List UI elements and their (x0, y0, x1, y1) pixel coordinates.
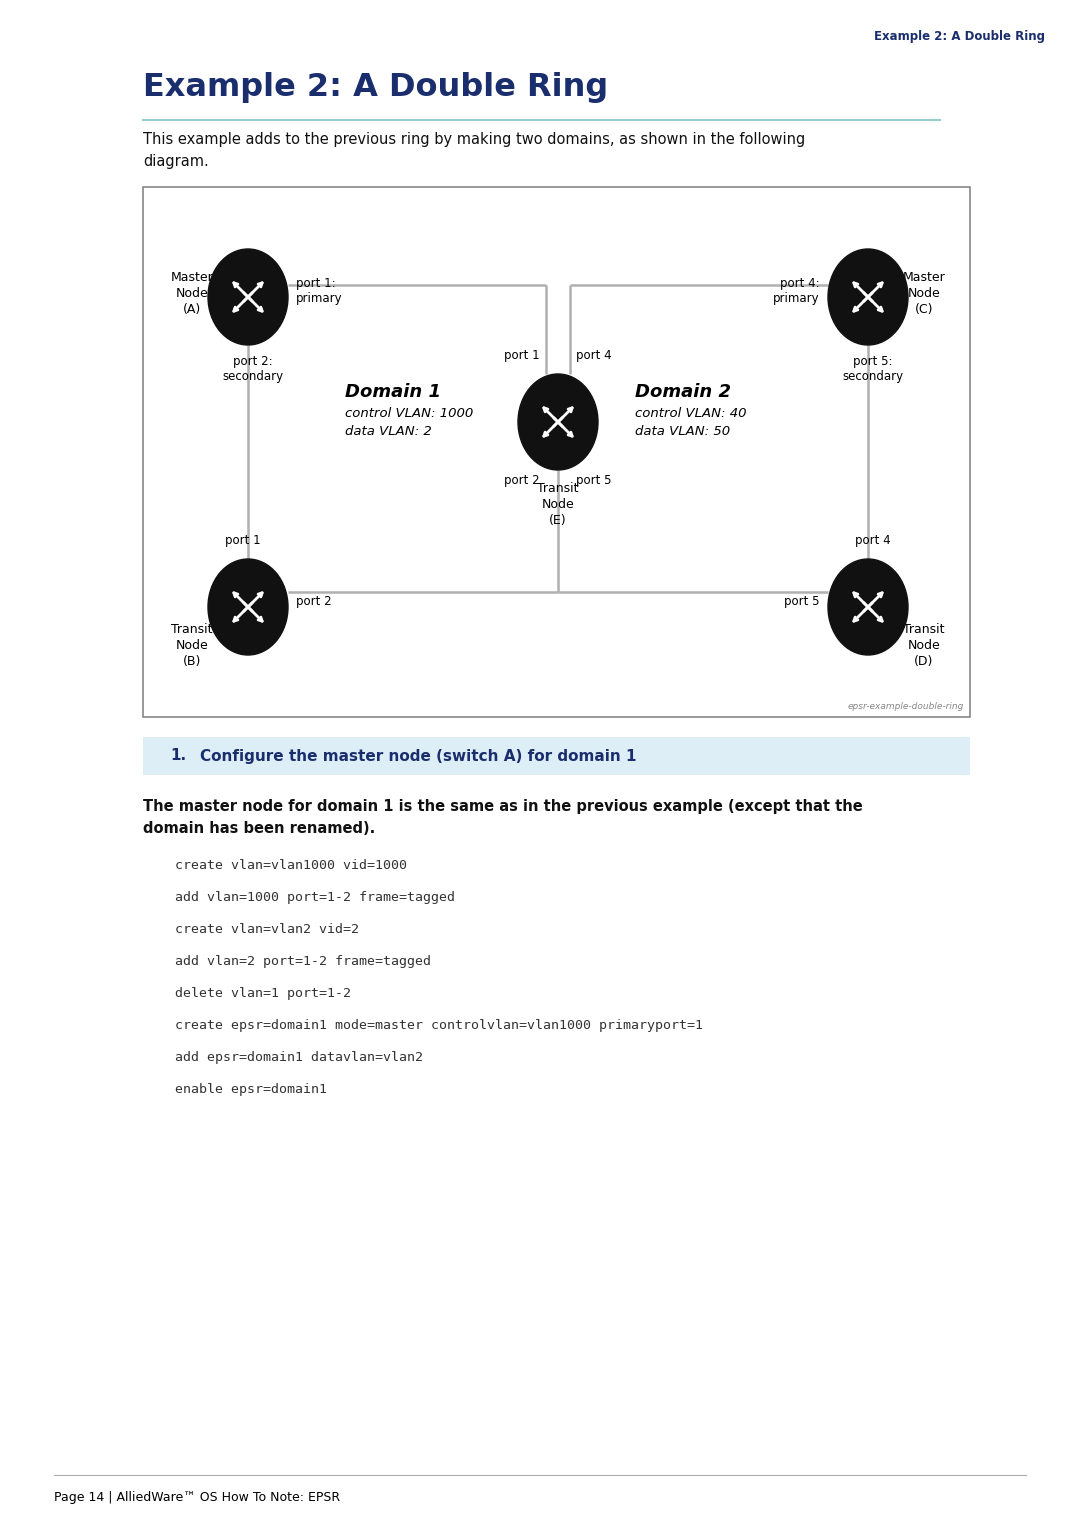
Text: control VLAN: 40: control VLAN: 40 (635, 408, 746, 420)
Text: port 4: port 4 (576, 350, 611, 362)
Text: The master node for domain 1 is the same as in the previous example (except that: The master node for domain 1 is the same… (143, 799, 863, 837)
Text: Domain 1: Domain 1 (345, 383, 441, 402)
Text: Master: Master (171, 270, 214, 284)
Text: port 5: port 5 (576, 473, 611, 487)
Text: (E): (E) (550, 515, 567, 527)
Text: port 5:: port 5: (853, 354, 893, 368)
Text: create vlan=vlan2 vid=2: create vlan=vlan2 vid=2 (143, 922, 359, 936)
Text: This example adds to the previous ring by making two domains, as shown in the fo: This example adds to the previous ring b… (143, 131, 806, 169)
Text: (D): (D) (915, 655, 934, 667)
Text: create vlan=vlan1000 vid=1000: create vlan=vlan1000 vid=1000 (143, 860, 407, 872)
Text: data VLAN: 50: data VLAN: 50 (635, 425, 730, 438)
Text: port 2:: port 2: (233, 354, 273, 368)
Text: Page 14 | AlliedWare™ OS How To Note: EPSR: Page 14 | AlliedWare™ OS How To Note: EP… (54, 1490, 340, 1504)
Text: Master: Master (903, 270, 945, 284)
Text: Transit: Transit (537, 483, 579, 495)
Ellipse shape (828, 559, 908, 655)
Text: Node: Node (176, 638, 208, 652)
Text: primary: primary (773, 292, 820, 305)
Text: port 2: port 2 (504, 473, 540, 487)
Text: Node: Node (542, 498, 575, 512)
Text: port 1:: port 1: (296, 276, 336, 290)
Text: add epsr=domain1 datavlan=vlan2: add epsr=domain1 datavlan=vlan2 (143, 1051, 423, 1064)
Text: add vlan=2 port=1-2 frame=tagged: add vlan=2 port=1-2 frame=tagged (143, 954, 431, 968)
Text: secondary: secondary (842, 370, 904, 383)
Text: port 2: port 2 (296, 596, 332, 608)
Text: Node: Node (176, 287, 208, 299)
Text: Transit: Transit (172, 623, 213, 637)
Text: Node: Node (907, 287, 941, 299)
Text: (B): (B) (183, 655, 201, 667)
Text: create epsr=domain1 mode=master controlvlan=vlan1000 primaryport=1: create epsr=domain1 mode=master controlv… (143, 1019, 703, 1032)
Text: secondary: secondary (222, 370, 284, 383)
Text: port 4:: port 4: (781, 276, 820, 290)
Bar (143, 738, 970, 776)
Text: Example 2: A Double Ring: Example 2: A Double Ring (874, 31, 1045, 43)
Text: port 1: port 1 (504, 350, 540, 362)
Text: (A): (A) (183, 302, 201, 316)
Text: (C): (C) (915, 302, 933, 316)
Text: 1.: 1. (170, 748, 186, 764)
Text: Transit: Transit (903, 623, 945, 637)
Text: Node: Node (907, 638, 941, 652)
Bar (143, 186, 970, 718)
Text: delete vlan=1 port=1-2: delete vlan=1 port=1-2 (143, 986, 351, 1000)
Text: add vlan=1000 port=1-2 frame=tagged: add vlan=1000 port=1-2 frame=tagged (143, 890, 455, 904)
Text: epsr-example-double-ring: epsr-example-double-ring (848, 702, 964, 712)
Text: port 5: port 5 (784, 596, 820, 608)
Text: port 1: port 1 (226, 534, 260, 547)
Ellipse shape (208, 559, 288, 655)
Text: control VLAN: 1000: control VLAN: 1000 (345, 408, 473, 420)
Ellipse shape (518, 374, 598, 470)
Text: enable epsr=domain1: enable epsr=domain1 (143, 1083, 327, 1096)
Ellipse shape (208, 249, 288, 345)
Ellipse shape (828, 249, 908, 345)
Text: Configure the master node (switch A) for domain 1: Configure the master node (switch A) for… (200, 748, 636, 764)
Text: primary: primary (296, 292, 342, 305)
Text: Example 2: A Double Ring: Example 2: A Double Ring (143, 72, 608, 102)
Text: port 4: port 4 (855, 534, 891, 547)
Text: data VLAN: 2: data VLAN: 2 (345, 425, 432, 438)
Text: Domain 2: Domain 2 (635, 383, 731, 402)
